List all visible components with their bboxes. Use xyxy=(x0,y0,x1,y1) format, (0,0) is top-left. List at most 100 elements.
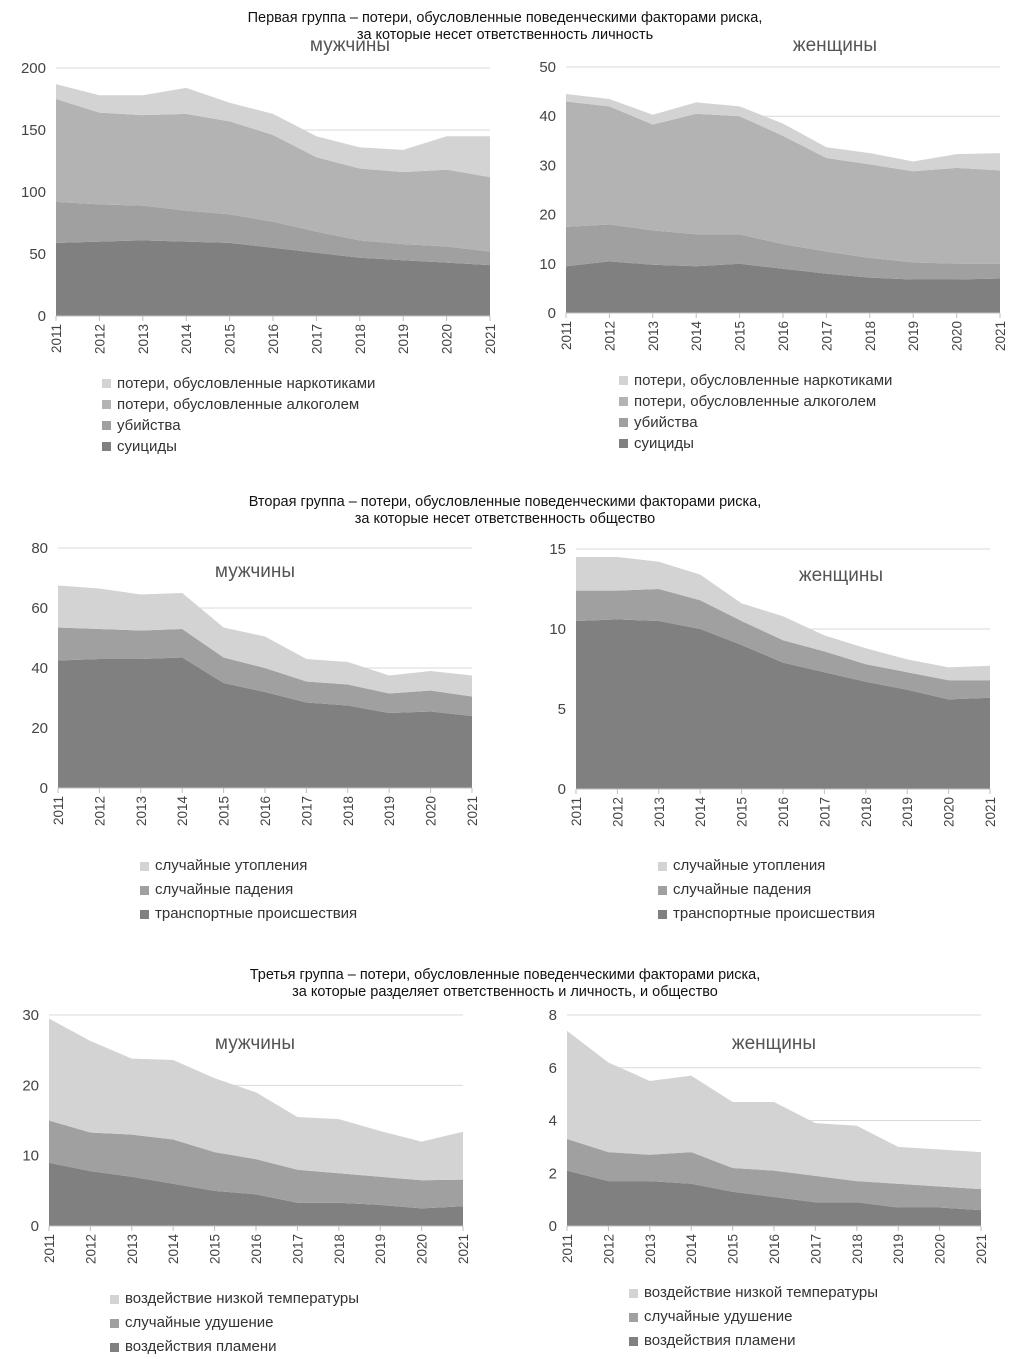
area-series-3 xyxy=(576,557,990,681)
legend-label: случайные падения xyxy=(155,881,294,898)
legend-label: потери, обусловленные алкоголем xyxy=(117,396,360,413)
legend-item: случайные падения xyxy=(658,878,875,902)
legend-swatch xyxy=(629,1336,638,1346)
group-title-2-line1: Вторая группа – потери, обусловленные по… xyxy=(248,494,762,510)
legend-swatch xyxy=(140,909,149,919)
x-tick-label: 2015 xyxy=(735,797,750,827)
x-tick-label: 2016 xyxy=(266,324,281,354)
area-series-4 xyxy=(56,84,490,178)
area-series-2 xyxy=(58,627,472,716)
legend-label: случайные утопления xyxy=(155,857,308,874)
x-tick-label: 2012 xyxy=(83,1234,98,1264)
x-tick-label: 2017 xyxy=(817,797,832,827)
legend-item: суициды xyxy=(102,436,375,457)
group-title-1-line2: за которые несет ответственность личност… xyxy=(356,27,654,43)
x-tick-label: 2021 xyxy=(456,1234,471,1264)
x-tick-label: 2020 xyxy=(950,321,965,351)
y-tick-label: 30 xyxy=(539,157,556,174)
legend-swatch xyxy=(110,1318,119,1328)
y-tick-label: 100 xyxy=(21,184,46,201)
area-series-3 xyxy=(49,1018,463,1181)
x-tick-label: 2017 xyxy=(819,321,834,351)
legend-swatch xyxy=(619,397,628,406)
x-tick-label: 2019 xyxy=(396,324,411,354)
legend-group2-men: случайные утопления случайные падения тран… xyxy=(140,854,357,926)
x-tick-label: 2019 xyxy=(900,797,915,827)
legend-item: случайные утопления xyxy=(658,854,875,878)
x-tick-label: 2021 xyxy=(983,797,998,827)
legend-group1-women: потери, обусловленные наркотиками потери,… xyxy=(619,370,892,454)
area-series-1 xyxy=(49,1162,463,1226)
y-tick-label: 20 xyxy=(539,207,556,224)
y-tick-label: 50 xyxy=(539,59,556,76)
y-tick-label: 40 xyxy=(539,108,556,125)
x-tick-label: 2014 xyxy=(684,1234,699,1265)
chart-group1-women: 0 10 20 30 40 50 2011 2012 2013 2014 2015 2016 2017 2… xyxy=(539,35,1008,352)
y-tick-label: 10 xyxy=(549,621,566,638)
x-tick-label: 2017 xyxy=(290,1234,305,1264)
legend-swatch xyxy=(619,418,628,427)
legend-label: воздействия пламени xyxy=(644,1332,796,1349)
x-tick-label: 2011 xyxy=(569,797,584,826)
legend-item: суициды xyxy=(619,433,892,454)
x-tick-label: 2011 xyxy=(560,1234,575,1263)
legend-item: транспортные происшествия xyxy=(658,902,875,926)
legend-label: случайные удушение xyxy=(125,1314,274,1331)
legend-swatch xyxy=(140,861,149,871)
legend-label: воздействие низкой температуры xyxy=(125,1290,360,1307)
x-tick-label: 2011 xyxy=(42,1234,57,1263)
area-series-2 xyxy=(56,201,490,266)
x-tick-label: 2019 xyxy=(382,796,397,826)
x-tick-label: 2019 xyxy=(373,1234,388,1264)
chart-title: мужчины xyxy=(310,35,390,56)
y-tick-label: 40 xyxy=(31,660,48,677)
group-title-3: Третья группа – потери, обусловленные по… xyxy=(0,967,1010,1001)
legend-group3-women: воздействие низкой температуры случайные … xyxy=(629,1281,878,1353)
legend-label: воздействие низкой температуры xyxy=(644,1284,879,1301)
area-series-1 xyxy=(576,619,990,789)
x-tick-label: 2012 xyxy=(610,797,625,827)
area-series-2 xyxy=(576,589,990,700)
legend-item: случайные утопления xyxy=(140,854,357,878)
legend-item: воздействия пламени xyxy=(629,1329,878,1353)
x-tick-label: 2021 xyxy=(465,796,480,826)
legend-item: потери, обусловленные алкоголем xyxy=(102,394,375,415)
legend-item: воздействие низкой температуры xyxy=(110,1287,359,1311)
x-tick-label: 2020 xyxy=(424,796,439,826)
legend-label: транспортные происшествия xyxy=(155,905,358,922)
x-tick-label: 2015 xyxy=(726,1234,741,1264)
legend-swatch xyxy=(110,1294,119,1304)
chart-group3-men: 0 10 20 30 2011 2012 2013 2014 2015 2016 2017 2018 2… xyxy=(22,1007,471,1264)
area-series-1 xyxy=(56,240,490,316)
x-tick-label: 2014 xyxy=(689,321,704,352)
area-series-3 xyxy=(567,1030,981,1190)
x-tick-label: 2020 xyxy=(440,324,455,354)
group-title-2-line2: за которые несет ответственность обществ… xyxy=(354,511,656,527)
y-tick-label: 200 xyxy=(21,60,46,77)
legend-swatch xyxy=(619,439,628,448)
chart-group1-men: 0 50 100 150 200 2011 2012 2013 2014 2015 2016 2017… xyxy=(21,35,498,354)
legend-item: потери, обусловленные алкоголем xyxy=(619,391,892,412)
chart-title: женщины xyxy=(793,35,877,56)
legend-item: убийства xyxy=(619,412,892,433)
legend-label: потери, обусловленные алкоголем xyxy=(634,393,877,410)
legend-swatch xyxy=(102,379,111,388)
legend-group1-men: потери, обусловленные наркотиками потери,… xyxy=(102,373,375,457)
y-tick-label: 0 xyxy=(38,308,46,325)
y-tick-label: 60 xyxy=(31,600,48,617)
legend-swatch xyxy=(102,421,111,430)
x-tick-label: 2018 xyxy=(353,324,368,354)
y-tick-label: 150 xyxy=(21,122,46,139)
legend-group2-women: случайные утопления случайные падения тран… xyxy=(658,854,875,926)
x-tick-label: 2017 xyxy=(299,796,314,826)
area-series-3 xyxy=(56,99,490,252)
legend-swatch xyxy=(140,885,149,895)
area-series-3 xyxy=(566,101,1000,264)
x-tick-label: 2013 xyxy=(643,1234,658,1264)
x-tick-label: 2013 xyxy=(134,796,149,826)
x-tick-label: 2021 xyxy=(974,1234,989,1264)
x-tick-label: 2017 xyxy=(808,1234,823,1264)
legend-item: транспортные происшествия xyxy=(140,902,357,926)
y-tick-label: 0 xyxy=(549,1218,557,1235)
legend-swatch xyxy=(629,1312,638,1322)
